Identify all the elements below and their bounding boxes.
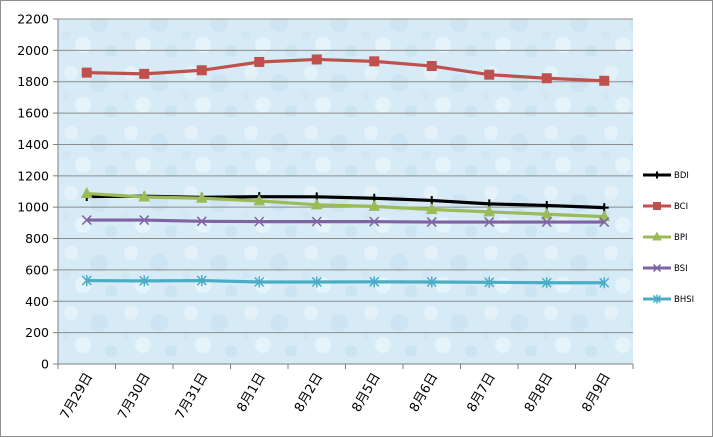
y-tick-label: 1000 [17, 200, 49, 215]
data-point-bhsi [81, 275, 92, 287]
legend-item-bsi: BSI [643, 263, 688, 274]
y-tick-label: 400 [25, 294, 49, 309]
data-point-bpi [195, 191, 208, 203]
data-point-bsi [311, 216, 322, 227]
data-point-bpi [80, 186, 93, 199]
data-point-bhsi [426, 276, 437, 288]
data-point-bpi [138, 190, 151, 202]
data-point-bci [369, 56, 380, 67]
legend-item-bhsi: BHSI [643, 294, 694, 305]
y-tick-label: 800 [25, 231, 49, 246]
legend-item-bdi: BDI [643, 171, 689, 181]
data-point-bsi [484, 217, 495, 228]
y-tick-label: 600 [25, 262, 49, 277]
y-tick-label: 2200 [17, 12, 49, 27]
x-tick-label: 7月31日 [173, 371, 211, 423]
data-point-bhsi [369, 276, 380, 288]
data-point-bci [541, 73, 552, 84]
data-point-bpi [425, 202, 438, 215]
data-point-bci [254, 56, 265, 67]
y-tick-label: 1200 [17, 168, 49, 183]
legend-label-bpi: BPI [674, 233, 687, 243]
data-point-bsi [254, 216, 265, 227]
series-bsi [81, 215, 610, 228]
data-point-bci [599, 75, 610, 86]
x-tick-label: 8月2日 [292, 371, 326, 415]
data-point-bhsi [484, 276, 495, 288]
x-tick-label: 8月9日 [579, 371, 613, 415]
data-point-bpi [483, 205, 496, 217]
series-bpi [80, 186, 611, 222]
series-bci [81, 54, 610, 86]
legend-marker-bsi [652, 263, 662, 273]
data-point-bsi [369, 216, 380, 227]
data-point-bpi [540, 207, 553, 219]
y-tick-label: 0 [41, 357, 49, 372]
legend-label-bdi: BDI [674, 171, 689, 181]
data-point-bci [426, 61, 437, 72]
data-point-bsi [196, 216, 207, 227]
data-point-bsi [541, 217, 552, 228]
legend-item-bpi: BPI [643, 231, 687, 243]
x-tick-label: 8月7日 [464, 371, 498, 415]
legend-label-bsi: BSI [674, 264, 688, 274]
data-point-bhsi [254, 276, 265, 288]
data-point-bci [196, 65, 207, 76]
x-tick-label: 8月8日 [522, 371, 556, 415]
legend-label-bhsi: BHSI [674, 295, 694, 305]
data-point-bpi [310, 198, 323, 210]
data-point-bci [139, 68, 150, 79]
x-tick-label: 7月29日 [58, 371, 96, 423]
series-line-bpi [86, 191, 605, 219]
x-tick-label: 8月1日 [234, 371, 268, 415]
y-tick-label: 200 [25, 325, 49, 340]
legend-marker-bhsi [652, 294, 662, 304]
data-point-bhsi [196, 275, 207, 287]
x-tick-label: 8月6日 [407, 371, 441, 415]
data-point-bci [81, 67, 92, 78]
data-point-bhsi [599, 277, 610, 289]
legend: BDI BCI BPI BSI BHSI [643, 171, 694, 305]
y-tick-label: 1600 [17, 106, 49, 121]
series-line-bsi [86, 218, 605, 224]
data-point-bsi [599, 217, 610, 228]
legend-item-bci: BCI [643, 202, 688, 212]
gridlines [58, 18, 633, 334]
y-tick-label: 1400 [17, 137, 49, 152]
series-line-bhsi [86, 278, 605, 285]
legend-marker-bdi [653, 171, 661, 179]
data-point-bhsi [541, 277, 552, 289]
data-point-bsi [139, 215, 150, 226]
legend-label-bci: BCI [674, 202, 688, 212]
data-point-bsi [81, 215, 92, 226]
data-point-bhsi [311, 276, 322, 288]
legend-marker-bci [653, 202, 661, 210]
x-tick-label: 7月30日 [115, 371, 153, 423]
series-line-bci [86, 57, 605, 83]
data-point-bpi [253, 194, 266, 206]
data-point-bsi [426, 217, 437, 228]
data-point-bpi [368, 199, 381, 211]
series-lines [80, 54, 611, 289]
series-bhsi [81, 275, 610, 289]
data-point-bci [311, 54, 322, 65]
x-tick-label: 8月5日 [349, 371, 383, 415]
data-point-bci [484, 69, 495, 80]
data-point-bhsi [139, 275, 150, 287]
legend-marker-bpi [652, 231, 662, 241]
y-tick-label: 2000 [17, 43, 49, 58]
y-tick-label: 1800 [17, 74, 49, 89]
